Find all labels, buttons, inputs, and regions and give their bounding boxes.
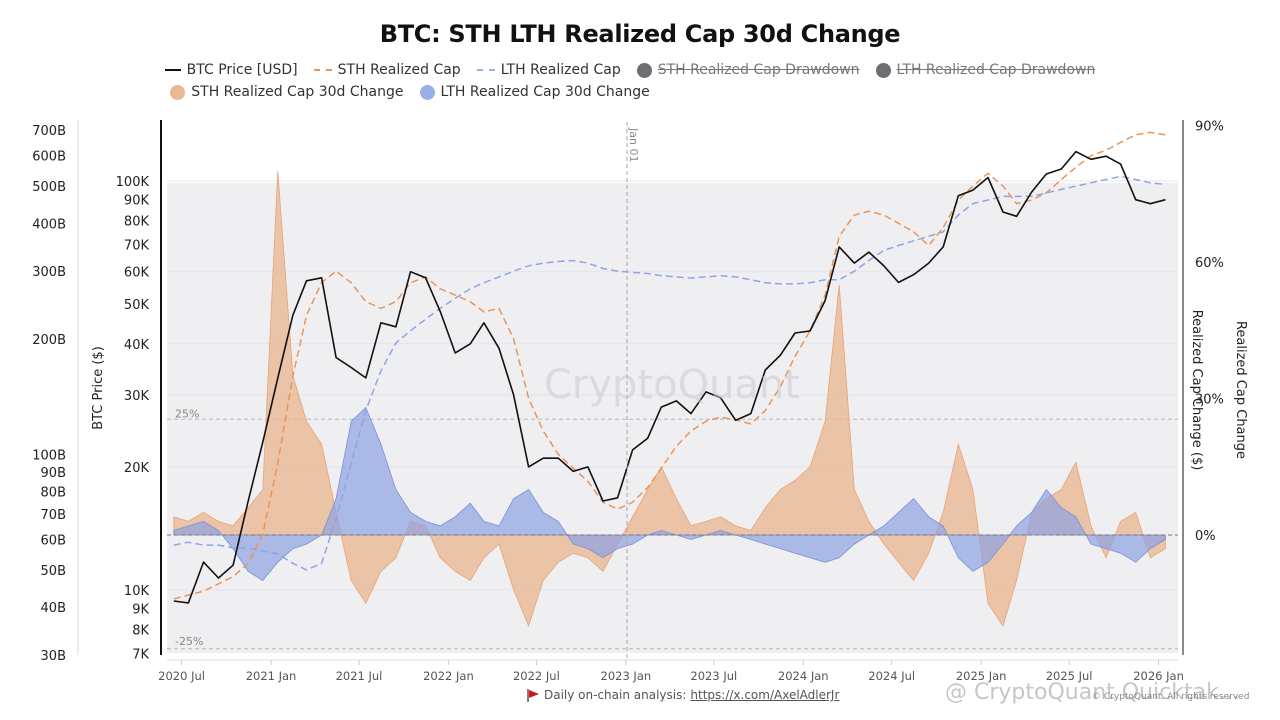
btc-price-tick-label: 10K (124, 584, 150, 599)
legend-item-lth-realized-cap[interactable]: LTH Realized Cap (476, 62, 621, 78)
dot-swatch-icon (419, 84, 435, 100)
vline-label: Jan 01 (627, 127, 640, 162)
change-tick-label: 90% (1195, 120, 1224, 135)
btc-price-tick-label: 100K (116, 175, 150, 190)
btc-price-axis-title: BTC Price ($) (91, 346, 106, 430)
btc-price-tick-label: 50K (124, 298, 150, 313)
copyright: © CryptoQuant. All rights reserved (1092, 692, 1250, 702)
footer: Daily on-chain analysis: https://x.com/A… (526, 688, 839, 702)
legend-item-lth-30d-change[interactable]: LTH Realized Cap 30d Change (419, 84, 650, 100)
gridline-label: -25% (175, 635, 203, 648)
change-right-axis-title: Realized Cap Change (1233, 321, 1248, 459)
btc-price-tick-label: 60K (124, 266, 150, 281)
dashed-line-swatch-icon (313, 69, 332, 71)
realized-cap-tick-label: 300B (32, 265, 66, 280)
realized-cap-tick-label: 500B (32, 180, 66, 195)
sth-realized-cap-line (173, 131, 1166, 600)
dashed-line-swatch-icon (476, 69, 495, 71)
change-tick-label: 0% (1195, 529, 1216, 544)
realized-cap-tick-label: 200B (32, 333, 66, 348)
btc-price-tick-label: 7K (132, 647, 149, 662)
legend-row-1: BTC Price [USD] STH Realized Cap LTH Rea… (0, 62, 1270, 78)
legend-item-sth-realized-cap[interactable]: STH Realized Cap (313, 62, 461, 78)
btc-price-tick-label: 70K (124, 238, 150, 253)
footer-text: Daily on-chain analysis: (544, 688, 687, 702)
legend-item-sth-drawdown[interactable]: STH Realized Cap Drawdown (636, 62, 860, 78)
x-tick-label: 2021 Jul (336, 669, 383, 683)
realized-cap-tick-label: 400B (32, 217, 66, 232)
x-tick-label: 2022 Jan (423, 669, 474, 683)
gridline-label: 25% (175, 407, 199, 420)
x-tick-label: 2026 Jan (1133, 669, 1184, 683)
btc-price-tick-label: 30K (124, 389, 150, 404)
x-tick-label: 2025 Jul (1046, 669, 1093, 683)
watermark-quicktake: @ CryptoQuant Quicktak... (945, 680, 1240, 705)
x-tick-label: 2023 Jan (601, 669, 652, 683)
plot-background (167, 183, 1178, 653)
x-tick-label: 2025 Jan (956, 669, 1007, 683)
axes: 700B 600B 500B 400B 300B 200B 100B 90B 80B 70B 60B… (32, 120, 1224, 684)
series-lines (173, 131, 1166, 604)
red-flag-icon (527, 689, 539, 702)
realized-cap-tick-label: 80B (41, 486, 66, 501)
footer-link[interactable]: https://x.com/AxelAdlerJr (690, 688, 840, 702)
realized-cap-tick-label: 700B (32, 124, 66, 139)
x-tick-label: 2023 Jul (690, 669, 737, 683)
dot-swatch-icon (170, 84, 186, 100)
change-inner-axis-title: Realized Cap Change ($) (1189, 310, 1204, 471)
legend-row-2: STH Realized Cap 30d Change LTH Realized… (0, 84, 1050, 100)
solid-line-swatch-icon (164, 69, 181, 71)
realized-cap-tick-label: 50B (41, 564, 66, 579)
lth-realized-cap-line (173, 175, 1166, 571)
btc-price-tick-label: 40K (124, 338, 150, 353)
realized-cap-tick-label: 40B (41, 601, 66, 616)
realized-cap-tick-label: 60B (41, 533, 66, 548)
change-tick-label: 30% (1195, 393, 1224, 408)
x-tick-label: 2024 Jan (778, 669, 829, 683)
legend-item-lth-drawdown[interactable]: LTH Realized Cap Drawdown (875, 62, 1095, 78)
btc-price-line (173, 150, 1166, 604)
realized-cap-tick-label: 600B (32, 150, 66, 165)
x-tick-label: 2022 Jul (513, 669, 560, 683)
realized-cap-tick-label: 90B (41, 466, 66, 481)
change-areas (167, 170, 1178, 628)
legend-item-btc-price[interactable]: BTC Price [USD] (164, 62, 298, 78)
x-tick-label: 2021 Jan (246, 669, 297, 683)
btc-price-tick-label: 9K (132, 603, 149, 618)
dot-swatch-icon (875, 62, 891, 78)
btc-price-tick-label: 20K (124, 461, 150, 476)
realized-cap-tick-label: 100B (32, 448, 66, 463)
realized-cap-tick-label: 30B (41, 649, 66, 664)
dot-swatch-icon (636, 62, 652, 78)
watermark: CryptoQuant (544, 362, 800, 408)
btc-price-tick-label: 90K (124, 194, 150, 209)
btc-price-tick-label: 8K (132, 624, 149, 639)
realized-cap-tick-label: 70B (41, 508, 66, 523)
change-tick-label: 60% (1195, 256, 1224, 271)
legend-item-sth-30d-change[interactable]: STH Realized Cap 30d Change (170, 84, 404, 100)
x-tick-label: 2020 Jul (158, 669, 205, 683)
btc-price-tick-label: 80K (124, 215, 150, 230)
chart-title: BTC: STH LTH Realized Cap 30d Change (379, 20, 901, 48)
x-tick-label: 2024 Jul (868, 669, 915, 683)
lth-30d-change-area (173, 406, 1166, 582)
